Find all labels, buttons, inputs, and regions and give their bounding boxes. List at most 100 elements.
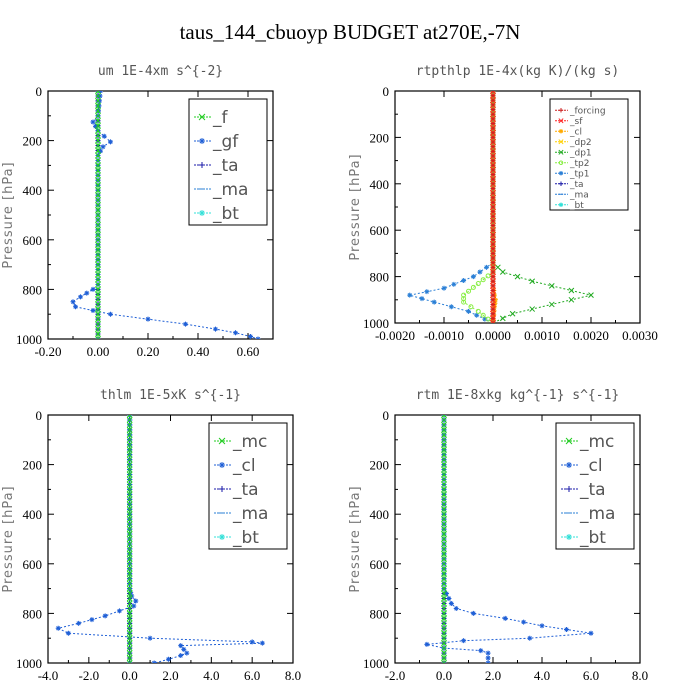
- data-point: [490, 120, 496, 126]
- data-point: [95, 321, 101, 327]
- data-point: [95, 336, 101, 339]
- data-point: [490, 167, 496, 173]
- data-point: [127, 660, 133, 663]
- series-line: [409, 91, 494, 323]
- data-point: [249, 639, 255, 645]
- data-point: [441, 285, 447, 291]
- data-point: [480, 277, 486, 283]
- data-point: [441, 431, 447, 438]
- legend: _mc _cl _ta _ma _bt: [555, 422, 635, 550]
- data-point: [490, 125, 496, 131]
- data-point: [126, 422, 133, 428]
- data-point: [98, 148, 103, 154]
- y-tick-label: 400: [370, 507, 390, 522]
- data-point: [441, 551, 447, 557]
- data-point: [126, 575, 133, 582]
- x-tick-label: 0.0000: [475, 328, 511, 343]
- legend-entry: _f: [194, 108, 229, 128]
- x-tick-label: 8.0: [632, 668, 648, 683]
- data-point: [441, 640, 447, 647]
- data-point: [95, 177, 101, 184]
- data-point: [181, 646, 187, 652]
- data-point: [95, 222, 101, 228]
- data-point: [95, 152, 101, 159]
- legend-entry: _forcing: [555, 106, 606, 116]
- data-point: [441, 496, 447, 503]
- y-tick-label: 400: [23, 507, 43, 522]
- data-point: [126, 620, 133, 627]
- data-point: [116, 608, 122, 614]
- data-point: [490, 93, 496, 99]
- data-point: [126, 431, 133, 438]
- data-point: [165, 656, 171, 662]
- data-point: [446, 596, 452, 602]
- data-point: [55, 625, 61, 631]
- data-point: [461, 638, 467, 644]
- data-point: [126, 427, 133, 433]
- legend-marker: [558, 108, 564, 113]
- x-tick-label: -0.0020: [375, 328, 415, 343]
- data-point: [126, 650, 133, 656]
- data-point: [95, 326, 101, 332]
- data-point: [441, 655, 447, 661]
- data-point: [95, 276, 101, 283]
- data-point: [490, 195, 496, 201]
- data-point: [126, 546, 133, 552]
- data-point: [477, 269, 483, 275]
- data-point: [490, 297, 496, 303]
- data-point: [126, 536, 133, 542]
- data-point: [89, 617, 95, 623]
- data-point: [126, 496, 133, 503]
- data-point: [490, 274, 496, 280]
- data-point: [213, 326, 218, 332]
- data-point: [564, 627, 569, 633]
- data-point: [95, 162, 101, 169]
- data-point: [485, 273, 491, 279]
- data-point: [95, 281, 101, 288]
- data-point: [441, 415, 447, 418]
- data-point: [490, 250, 496, 256]
- data-point: [490, 116, 496, 122]
- data-point: [490, 130, 496, 136]
- data-point: [490, 199, 496, 205]
- data-point: [95, 172, 101, 179]
- data-point: [108, 311, 113, 317]
- data-point: [490, 144, 496, 150]
- data-point: [441, 486, 447, 493]
- data-point: [466, 308, 471, 314]
- legend-entry: _ma: [561, 504, 615, 524]
- data-point: [453, 605, 459, 611]
- x-tick-label: -2.0: [79, 668, 100, 683]
- data-point: [529, 278, 536, 285]
- data-point: [470, 274, 476, 280]
- data-point: [126, 511, 133, 518]
- data-point: [97, 93, 103, 99]
- x-tick-label: 0.20: [137, 344, 160, 359]
- data-point: [183, 321, 188, 327]
- y-tick-label: 200: [370, 458, 390, 473]
- panel-title: um 1E-4xm s^{-2}: [98, 64, 223, 79]
- data-point: [126, 506, 133, 513]
- data-point: [490, 320, 496, 323]
- data-point: [95, 236, 101, 243]
- y-tick-label: 200: [23, 458, 43, 473]
- y-tick-label: 1000: [363, 656, 389, 671]
- data-point: [131, 603, 137, 609]
- legend-label: _ma: [232, 504, 268, 524]
- data-point: [490, 176, 496, 182]
- data-point: [90, 119, 96, 125]
- data-point: [588, 292, 594, 299]
- data-point: [126, 655, 133, 661]
- legend-marker: [558, 202, 564, 207]
- data-point: [490, 288, 496, 294]
- data-point: [490, 306, 496, 312]
- data-point: [424, 289, 430, 295]
- data-point: [95, 286, 101, 293]
- data-point: [539, 623, 545, 629]
- data-point: [490, 134, 496, 140]
- data-point: [255, 336, 261, 339]
- data-point: [499, 315, 506, 322]
- data-point: [490, 301, 496, 307]
- data-point: [95, 271, 101, 278]
- data-point: [483, 264, 489, 270]
